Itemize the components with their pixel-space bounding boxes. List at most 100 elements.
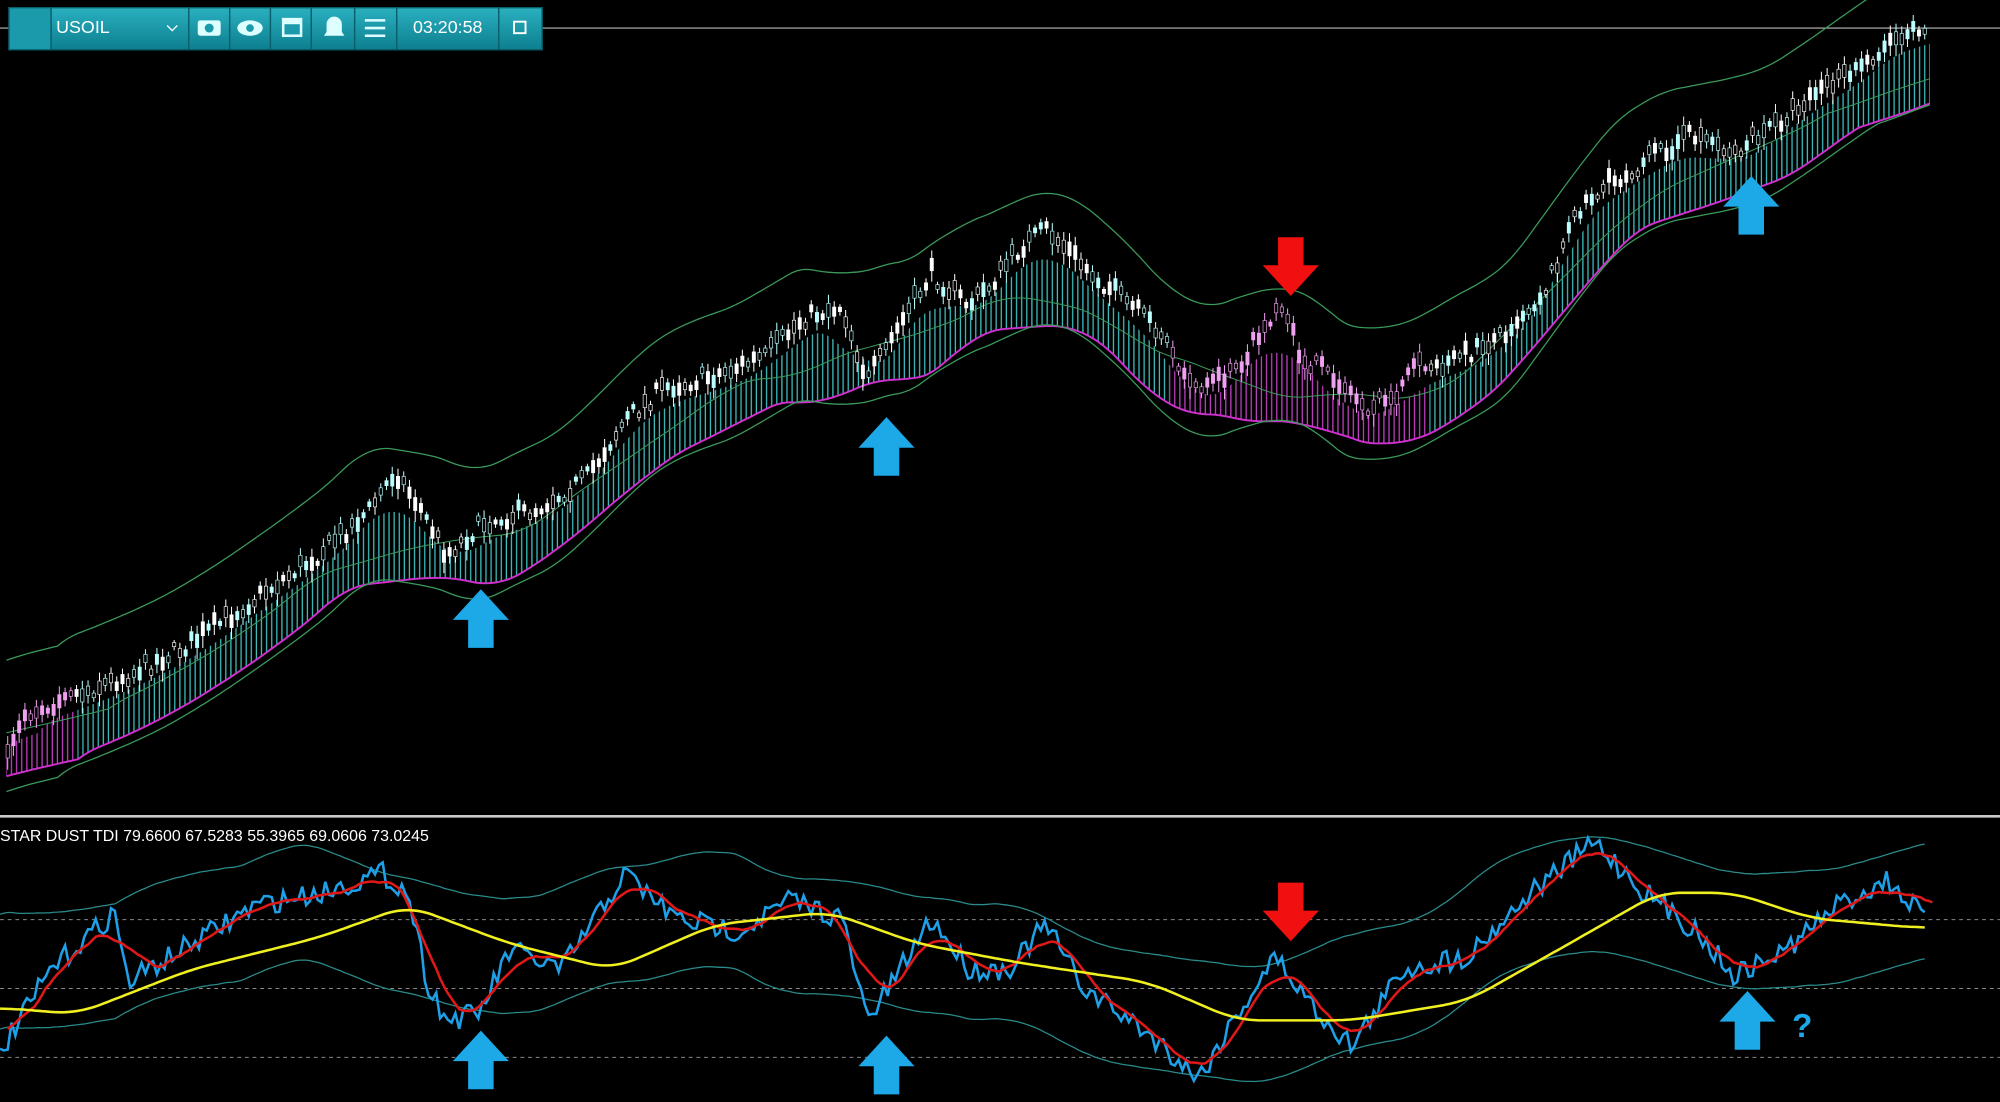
candle-body (367, 501, 372, 508)
candle-body (206, 623, 211, 631)
candle-body (350, 518, 355, 528)
candle-body (648, 404, 653, 412)
candle-body (63, 692, 68, 701)
candle-body (1704, 133, 1709, 143)
candle-body (843, 316, 848, 329)
candle-body (1101, 289, 1106, 294)
candle-body (57, 694, 62, 709)
candle-body (895, 322, 900, 334)
candle-body (401, 476, 406, 486)
candle-body (344, 534, 349, 544)
candle-body (1882, 40, 1887, 53)
candle-body (1371, 399, 1376, 415)
candle-body (987, 285, 992, 292)
candle-body (1894, 31, 1898, 46)
candle-body (1411, 358, 1416, 369)
candle-body (1756, 135, 1761, 146)
candle-body (826, 303, 831, 318)
candle-body (1245, 351, 1250, 366)
candle-body (1400, 379, 1405, 387)
buy-arrow (1723, 176, 1780, 235)
candle-body (1532, 304, 1537, 312)
buy-arrow (1719, 991, 1776, 1050)
candle-body (200, 621, 205, 637)
candle-body (671, 385, 676, 398)
candle-body (436, 530, 441, 538)
candle-body (820, 313, 825, 320)
symbol: USOIL (56, 17, 110, 37)
window-button[interactable] (498, 7, 543, 51)
candle-body (780, 328, 785, 336)
candle-body (1503, 331, 1508, 344)
candle-body (1796, 104, 1801, 116)
candle-body (1693, 135, 1698, 145)
annotations (452, 176, 1780, 1095)
candle-body (866, 370, 871, 378)
candle-body (1107, 281, 1112, 296)
candle-body (166, 655, 171, 664)
candle-body (1595, 194, 1600, 200)
candle-body (493, 519, 498, 525)
candle-body (413, 497, 418, 511)
candle-body (1429, 363, 1434, 372)
candle-body (1480, 340, 1485, 355)
candle-body (769, 337, 774, 349)
candle-body (550, 494, 555, 509)
menu-button[interactable] (8, 7, 52, 51)
calendar-button[interactable] (269, 7, 312, 51)
candle-body (878, 348, 883, 356)
candle-body (763, 347, 768, 354)
candle-body (1520, 310, 1525, 322)
candle-body (1113, 278, 1118, 291)
candle-body (86, 685, 91, 696)
candle-body (1233, 362, 1238, 370)
candle-body (1434, 359, 1439, 369)
candle-body (258, 585, 263, 594)
candle-body (1216, 366, 1221, 381)
candle-body (614, 431, 619, 441)
candle-body (97, 680, 102, 695)
candle-body (1652, 143, 1657, 154)
candle-body (1635, 170, 1640, 177)
candle-body (717, 368, 722, 377)
price-panel (5, 0, 1931, 793)
candle-body (1159, 331, 1164, 340)
candle-body (74, 689, 79, 697)
candle-body (1084, 263, 1089, 274)
candle-body (947, 287, 951, 300)
candle-body (1452, 350, 1457, 360)
candle-body (1641, 157, 1646, 167)
candle-body (1819, 79, 1824, 94)
candle-body (223, 606, 228, 618)
candle-body (1302, 355, 1307, 370)
candle-body (131, 669, 136, 678)
buy-arrow (858, 417, 915, 476)
candle-body (1475, 338, 1480, 348)
candle-body (1486, 340, 1491, 355)
candle-body (1176, 365, 1181, 372)
candle-body (924, 282, 929, 291)
candle-body (1618, 179, 1623, 188)
candle-body (958, 289, 963, 299)
candle-body (700, 366, 705, 374)
candle-body (1853, 62, 1858, 71)
candle-body (568, 488, 573, 502)
candle-body (1015, 254, 1020, 260)
candle-body (1004, 258, 1009, 272)
sell-arrow (1262, 882, 1319, 942)
candle-body (510, 511, 515, 525)
candle-body (1268, 321, 1273, 327)
candle-body (1377, 391, 1382, 399)
candle-body (1922, 28, 1927, 35)
candle-body (40, 705, 45, 715)
candle-body (1446, 355, 1451, 366)
candle-body (1188, 373, 1193, 388)
candle-body (694, 380, 699, 391)
candle-body (263, 585, 268, 600)
candle-body (195, 633, 200, 648)
candle-body (1360, 398, 1365, 411)
candle-body (315, 560, 320, 566)
candle-body (1572, 210, 1577, 218)
